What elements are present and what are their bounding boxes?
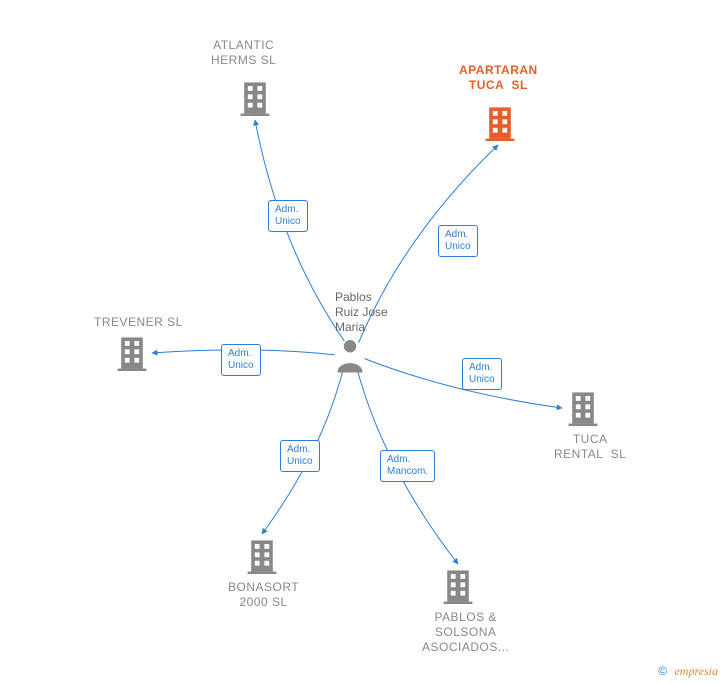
brand-name: empresia (674, 664, 718, 678)
building-icon[interactable] (240, 80, 270, 116)
copyright-symbol: © (658, 664, 667, 678)
building-icon[interactable] (117, 335, 147, 371)
company-node-label[interactable]: ATLANTIC HERMS SL (211, 38, 276, 68)
company-node-label[interactable]: BONASORT 2000 SL (228, 580, 299, 610)
company-node-label[interactable]: PABLOS & SOLSONA ASOCIADOS... (422, 610, 509, 655)
edge-role-label[interactable]: Adm. Unico (268, 200, 308, 232)
edge-role-label[interactable]: Adm. Unico (221, 344, 261, 376)
edge-role-label[interactable]: Adm. Unico (462, 358, 502, 390)
edge-role-label[interactable]: Adm. Unico (438, 225, 478, 257)
building-icon[interactable] (568, 390, 598, 426)
person-icon (335, 337, 365, 373)
company-node-label[interactable]: TREVENER SL (94, 315, 183, 330)
building-icon[interactable] (443, 568, 473, 604)
diagram-canvas: Pablos Ruiz Jose Maria ATLANTIC HERMS SL… (0, 0, 728, 685)
company-node-label[interactable]: APARTARAN TUCA SL (459, 63, 538, 93)
building-icon[interactable] (485, 105, 515, 141)
edge-role-label[interactable]: Adm. Unico (280, 440, 320, 472)
building-icon[interactable] (247, 538, 277, 574)
company-node-label[interactable]: TUCA RENTAL SL (554, 432, 626, 462)
attribution: © empresia (658, 664, 718, 679)
edge-role-label[interactable]: Adm. Mancom. (380, 450, 435, 482)
center-person-label: Pablos Ruiz Jose Maria (335, 290, 388, 335)
